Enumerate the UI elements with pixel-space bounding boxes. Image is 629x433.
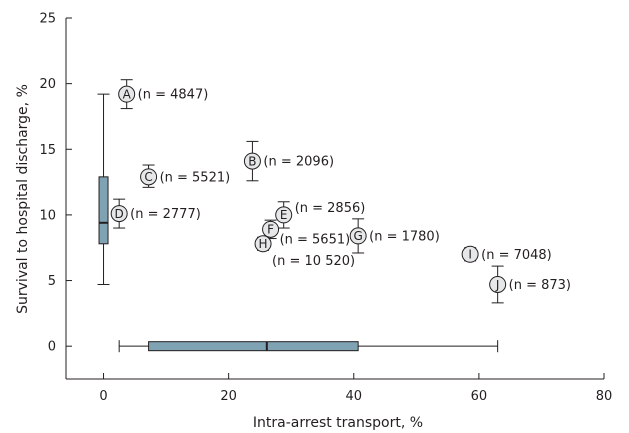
point-letter-label: J [495,278,500,292]
y-boxplot-box [98,176,109,245]
point-letter-label: A [123,87,132,101]
point-marker [110,205,128,223]
point-letter-label: C [144,170,152,184]
data-point-g: G (n = 1780) [349,218,440,254]
y-tick-label: 10 [39,208,56,223]
x-tick-label: 60 [471,389,488,404]
point-marker [254,235,272,253]
point-n-label: (n = 2777) [130,207,201,222]
point-n-label: (n = 10 520) [272,254,355,269]
data-point-i: I (n = 7048) [461,245,552,263]
data-point-d: D (n = 2777) [110,198,201,229]
point-n-label: (n = 7048) [481,248,552,263]
boxplots [97,93,499,353]
y-tick-label: 0 [48,340,56,355]
data-point-j: J (n = 873) [489,265,571,304]
x-tick-label: 80 [596,389,613,404]
x-tick-label: 40 [345,389,362,404]
axes: 0 5 10 15 20 25 0 20 40 60 80 [39,12,612,405]
point-marker [118,85,136,103]
point-n-label: (n = 5521) [160,170,231,185]
point-n-label: (n = 4847) [138,88,209,103]
point-marker [243,152,261,170]
point-marker [275,206,293,224]
point-marker [349,227,367,245]
point-marker [140,168,158,186]
x-axis-title: Intra-arrest transport, % [253,415,423,431]
y-axis-title: Survival to hospital discharge, % [15,84,31,314]
data-point-c: C (n = 5521) [140,164,231,188]
point-letter-label: G [353,229,362,243]
point-letter-label: E [280,208,288,222]
point-marker [461,245,479,263]
point-letter-label: F [267,223,274,237]
y-tick-label: 5 [48,274,56,289]
y-tick-label: 15 [39,143,56,158]
point-marker [489,275,507,293]
data-points: A (n = 4847) B (n = 2096) C (n = 5521) D (n = 2… [110,79,571,304]
x-tick-label: 20 [220,389,237,404]
data-point-e: E (n = 2856) [275,201,366,229]
data-point-a: A (n = 4847) [118,79,209,110]
data-point-b: B (n = 2096) [243,140,334,182]
point-marker [262,220,280,238]
data-point-h: H (n = 10 520) [254,235,355,269]
point-letter-label: D [115,207,124,221]
y-tick-label: 25 [39,12,56,27]
point-letter-label: B [248,154,256,168]
point-n-label: (n = 1780) [369,229,440,244]
y-tick-label: 20 [39,77,56,92]
data-point-f: F (n = 5651) [262,219,351,247]
x-tick-label: 0 [99,389,107,404]
point-n-label: (n = 2096) [263,155,334,170]
point-letter-label: H [259,237,268,251]
point-n-label: (n = 5651) [280,232,351,247]
x-boxplot-box [148,341,359,352]
point-letter-label: I [468,248,472,262]
point-n-label: (n = 873) [509,278,571,293]
point-n-label: (n = 2856) [295,201,366,216]
